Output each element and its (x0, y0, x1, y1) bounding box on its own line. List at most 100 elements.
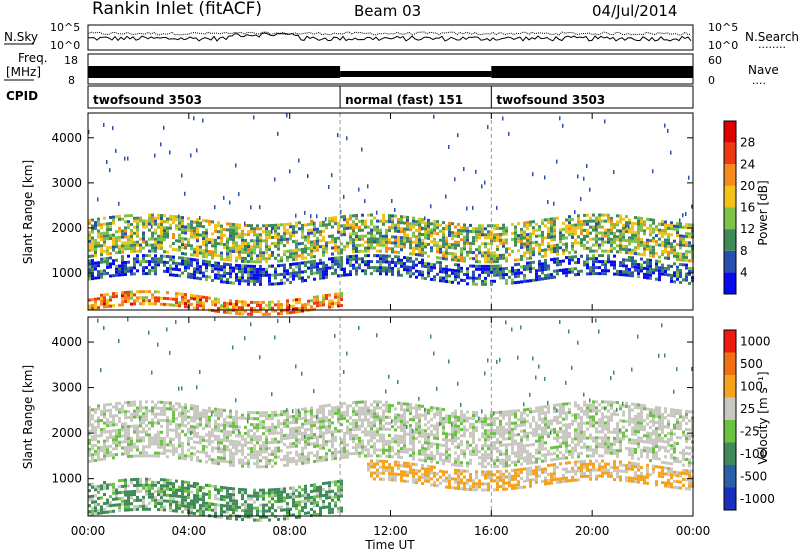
heatmap-cell (304, 306, 307, 310)
heatmap-cell (334, 492, 337, 496)
heatmap-cell (301, 371, 303, 376)
heatmap-cell (196, 414, 199, 417)
heatmap-cell (196, 270, 199, 274)
heatmap-cell (427, 242, 430, 246)
heatmap-cell (412, 260, 415, 264)
heatmap-cell (583, 222, 586, 226)
heatmap-cell (238, 223, 241, 227)
heatmap-cell (280, 306, 283, 309)
heatmap-cell (328, 185, 330, 189)
heatmap-cell (202, 259, 205, 263)
heatmap-cell (319, 300, 322, 304)
heatmap-cell (439, 270, 442, 274)
heatmap-cell (244, 509, 247, 513)
heatmap-cell (292, 307, 295, 311)
heatmap-cell (310, 266, 313, 270)
heatmap-cell (397, 244, 400, 248)
heatmap-cell (196, 459, 199, 462)
heatmap-cell (301, 506, 304, 510)
heatmap-cell (421, 276, 424, 280)
heatmap-cell (247, 264, 250, 268)
heatmap-cell (313, 495, 316, 499)
heatmap-cell (136, 507, 139, 511)
heatmap-cell (655, 265, 658, 269)
heatmap-cell (337, 301, 340, 305)
heatmap-cell (172, 258, 175, 262)
heatmap-cell (478, 224, 481, 228)
heatmap-cell (157, 499, 160, 503)
heatmap-cell (331, 305, 334, 309)
heatmap-cell (184, 269, 187, 272)
heatmap-cell (352, 226, 355, 230)
heatmap-cell (235, 508, 238, 512)
heatmap-cell (580, 229, 583, 233)
heatmap-cell (376, 454, 379, 458)
heatmap-cell (223, 262, 226, 266)
heatmap-cell (268, 447, 271, 450)
heatmap-cell (316, 495, 319, 498)
heatmap-cell (163, 449, 166, 452)
heatmap-cell (355, 427, 358, 431)
heatmap-cell (682, 237, 685, 241)
heatmap-cell (136, 427, 139, 431)
heatmap-cell (472, 251, 475, 255)
heatmap-cell (313, 498, 316, 502)
heatmap-cell (343, 440, 346, 444)
heatmap-cell (187, 448, 190, 452)
heatmap-cell (313, 265, 316, 269)
heatmap-cell (226, 436, 229, 440)
heatmap-cell (142, 421, 145, 425)
heatmap-cell (244, 491, 247, 495)
heatmap-cell (106, 418, 109, 422)
heatmap-cell (331, 412, 334, 416)
heatmap-cell (238, 232, 241, 236)
heatmap-cell (439, 238, 442, 242)
heatmap-cell (346, 443, 349, 447)
heatmap-cell (646, 270, 649, 274)
heatmap-cell (520, 265, 523, 269)
heatmap-cell (364, 418, 367, 422)
heatmap-cell (151, 412, 154, 416)
heatmap-cell (394, 229, 397, 233)
heatmap-cell (385, 237, 388, 241)
heatmap-cell (355, 244, 358, 247)
heatmap-cell (247, 497, 250, 501)
heatmap-cell (445, 242, 448, 246)
heatmap-cell (328, 448, 331, 452)
heatmap-cell (247, 260, 250, 264)
heatmap-cell (388, 442, 391, 446)
heatmap-cell (295, 298, 298, 302)
heatmap-cell (124, 440, 127, 444)
heatmap-cell (295, 239, 298, 243)
heatmap-cell (652, 169, 654, 174)
heatmap-cell (220, 488, 223, 492)
cpid-label: CPID (6, 89, 38, 103)
heatmap-cell (262, 414, 265, 418)
heatmap-cell (121, 422, 124, 426)
heatmap-cell (175, 509, 178, 513)
heatmap-cell (346, 452, 349, 456)
heatmap-cell (160, 217, 163, 220)
heatmap-cell (139, 436, 142, 440)
heatmap-cell (553, 217, 556, 221)
heatmap-cell (571, 223, 574, 227)
heatmap-cell (154, 231, 157, 235)
heatmap-cell (679, 255, 682, 259)
heatmap-cell (355, 226, 358, 229)
heatmap-cell (424, 245, 427, 249)
heatmap-cell (178, 262, 181, 266)
heatmap-cell (475, 239, 478, 243)
heatmap-cell (349, 226, 352, 230)
heatmap-cell (286, 421, 289, 425)
heatmap-cell (631, 224, 634, 228)
heatmap-cell (325, 244, 328, 248)
heatmap-cell (610, 231, 613, 235)
heatmap-cell (352, 425, 355, 429)
heatmap-cell (310, 252, 313, 256)
heatmap-cell (367, 243, 370, 247)
heatmap-cell (565, 227, 568, 231)
heatmap-cell (196, 300, 199, 304)
heatmap-cell (331, 252, 334, 256)
heatmap-cell (505, 232, 508, 236)
